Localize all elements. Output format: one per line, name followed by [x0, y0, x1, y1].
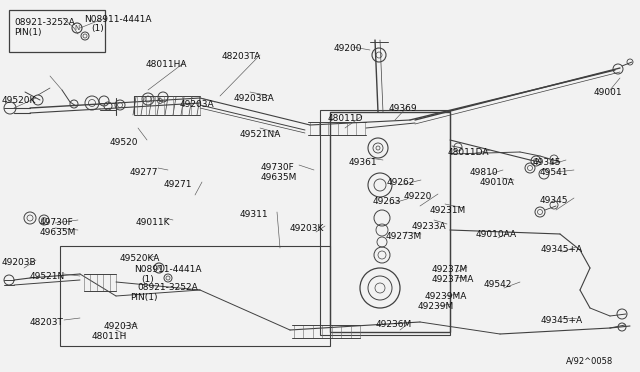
Text: 49311: 49311 [240, 210, 269, 219]
Text: 49345+A: 49345+A [541, 245, 583, 254]
Bar [330, 112, 450, 332]
Text: 49369: 49369 [389, 104, 418, 113]
Text: 49520KA: 49520KA [120, 254, 161, 263]
Text: N: N [74, 25, 79, 31]
Text: 49273M: 49273M [386, 232, 422, 241]
Text: 49231M: 49231M [430, 206, 467, 215]
Text: 49239M: 49239M [418, 302, 454, 311]
Text: 49520K: 49520K [2, 96, 36, 105]
Text: (1): (1) [91, 24, 104, 33]
Text: N08911-4441A: N08911-4441A [84, 15, 152, 24]
Bar [9, 10, 105, 52]
Text: 49345: 49345 [533, 158, 561, 167]
Text: N: N [156, 265, 162, 271]
Text: 49203B: 49203B [2, 258, 36, 267]
Text: 49233A: 49233A [412, 222, 447, 231]
Text: 49542: 49542 [484, 280, 513, 289]
Text: 49277: 49277 [130, 168, 159, 177]
Text: 49262: 49262 [387, 178, 415, 187]
Text: 49361: 49361 [349, 158, 378, 167]
Text: PIN(1): PIN(1) [14, 28, 42, 37]
Text: 49200: 49200 [334, 44, 362, 53]
Text: 49541: 49541 [540, 168, 568, 177]
Text: 49237MA: 49237MA [432, 275, 474, 284]
Bar [60, 246, 330, 346]
Text: 49730F: 49730F [40, 218, 74, 227]
Text: 49521NA: 49521NA [240, 130, 282, 139]
Text: 48011D: 48011D [328, 114, 364, 123]
Text: (1): (1) [141, 275, 154, 284]
Text: 49010AA: 49010AA [476, 230, 517, 239]
Text: PIN(1): PIN(1) [130, 293, 157, 302]
Text: 49203BA: 49203BA [234, 94, 275, 103]
Text: 49521N: 49521N [30, 272, 65, 281]
Text: 49203A: 49203A [104, 322, 139, 331]
Text: 49239MA: 49239MA [425, 292, 467, 301]
Text: 49635M: 49635M [40, 228, 76, 237]
Text: 49203K: 49203K [290, 224, 324, 233]
Text: 49220: 49220 [404, 192, 433, 201]
Text: 49237M: 49237M [432, 265, 468, 274]
Text: 49345: 49345 [540, 196, 568, 205]
Text: 49730F: 49730F [261, 163, 295, 172]
Text: N08911-4441A: N08911-4441A [134, 265, 202, 274]
Text: 48011HA: 48011HA [146, 60, 188, 69]
Bar [320, 110, 450, 335]
Text: A/92^0058: A/92^0058 [566, 356, 613, 365]
Text: 49011K: 49011K [136, 218, 170, 227]
Text: 49001: 49001 [594, 88, 623, 97]
Text: 49520: 49520 [110, 138, 138, 147]
Text: 48203T: 48203T [30, 318, 64, 327]
Text: 49810: 49810 [470, 168, 499, 177]
Text: 08921-3252A: 08921-3252A [137, 283, 198, 292]
Text: 48011DA: 48011DA [448, 148, 490, 157]
Text: 49010A: 49010A [480, 178, 515, 187]
Text: 49263: 49263 [373, 197, 401, 206]
Text: 49635M: 49635M [261, 173, 298, 182]
Text: 49203A: 49203A [180, 100, 214, 109]
Text: 49345+A: 49345+A [541, 316, 583, 325]
Text: 49271: 49271 [164, 180, 193, 189]
Text: 48203TA: 48203TA [222, 52, 261, 61]
Text: 48011H: 48011H [92, 332, 127, 341]
Text: 08921-3252A: 08921-3252A [14, 18, 75, 27]
Text: 49236M: 49236M [376, 320, 412, 329]
